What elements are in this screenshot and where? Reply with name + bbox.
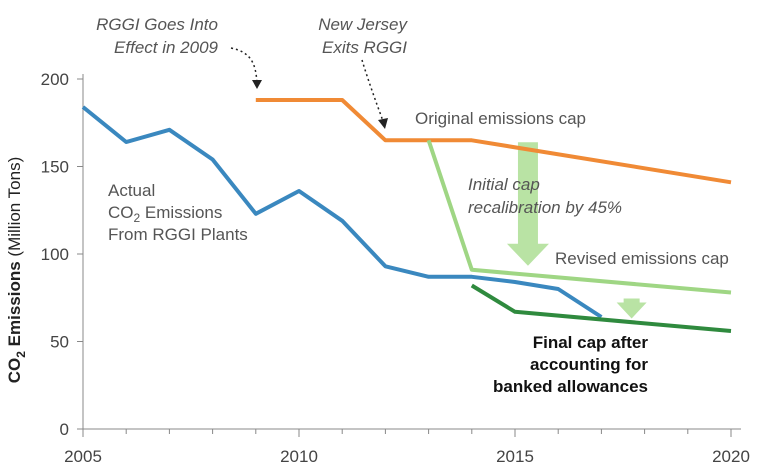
recalibration-line2: recalibration by 45% xyxy=(468,198,622,217)
actual-emissions-rest: Emissions xyxy=(140,203,222,222)
original-cap-label: Original emissions cap xyxy=(415,109,586,128)
axes xyxy=(82,74,741,430)
rggi-effect-line2: Effect in 2009 xyxy=(114,38,219,57)
y-axis-label-unit: (Million Tons) xyxy=(5,157,24,262)
nj-exits-pointer xyxy=(361,59,384,122)
x-tick-label: 2015 xyxy=(496,447,534,466)
y-axis-label-subscript: 2 xyxy=(14,351,28,358)
y-axis-ticks: 0 50 100 150 200 xyxy=(41,70,83,439)
cap-reduction-arrows xyxy=(506,142,647,319)
actual-emissions-line1: Actual xyxy=(108,181,155,200)
actual-emissions-line3: From RGGI Plants xyxy=(108,225,248,244)
revised-cap-label: Revised emissions cap xyxy=(555,249,729,268)
nj-exits-line2: Exits RGGI xyxy=(322,38,407,57)
actual-emissions-sub: 2 xyxy=(134,211,141,225)
final-cap-line1: Final cap after xyxy=(533,333,649,352)
recalibration-arrow xyxy=(506,142,549,266)
y-tick-label: 50 xyxy=(50,333,69,352)
y-tick-label: 150 xyxy=(41,158,69,177)
y-axis-label: CO2 Emissions (Million Tons) xyxy=(5,157,28,384)
actual-emissions-co: CO xyxy=(108,203,134,222)
revised-cap-line xyxy=(426,139,732,295)
x-tick-label: 2010 xyxy=(280,447,318,466)
rggi-effect-line1: RGGI Goes Into xyxy=(96,15,218,34)
x-tick-label: 2005 xyxy=(64,447,102,466)
nj-exits-arrowhead xyxy=(378,118,388,129)
final-cap-line xyxy=(470,283,732,333)
rggi-effect-arrowhead xyxy=(252,80,262,89)
y-axis-label-bold: Emissions xyxy=(5,261,24,351)
y-tick-label: 100 xyxy=(41,245,69,264)
y-tick-label: 200 xyxy=(41,70,69,89)
actual-line xyxy=(81,105,603,319)
final-cap-line3: banked allowances xyxy=(493,377,648,396)
banked-allowances-arrow xyxy=(616,298,647,319)
actual-emissions-line2: CO2 Emissions xyxy=(108,203,222,225)
rggi-effect-pointer xyxy=(230,47,258,85)
y-tick-label: 0 xyxy=(60,420,69,439)
final-cap-line2: accounting for xyxy=(530,355,648,374)
y-axis-label-prefix: CO xyxy=(5,358,24,384)
x-tick-label: 2020 xyxy=(712,447,750,466)
x-axis-ticks: 2005 2010 2015 2020 xyxy=(64,429,750,466)
nj-exits-line1: New Jersey xyxy=(318,15,408,34)
recalibration-line1: Initial cap xyxy=(468,175,540,194)
original-cap-line xyxy=(255,98,732,185)
series-lines xyxy=(81,98,732,333)
